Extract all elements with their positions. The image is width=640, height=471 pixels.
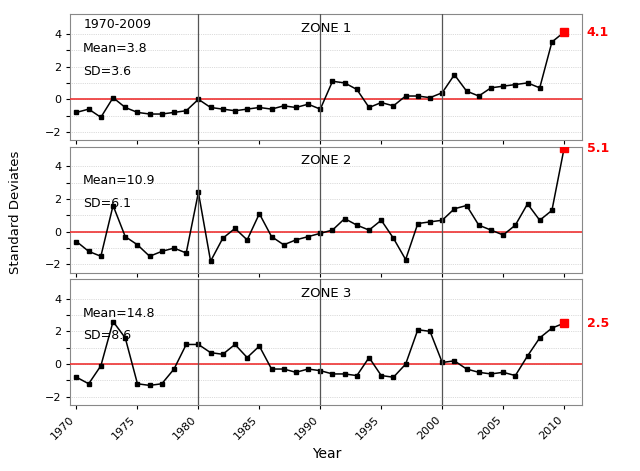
Text: 1970-2009: 1970-2009 <box>83 18 151 31</box>
Text: SD=8.6: SD=8.6 <box>83 329 131 342</box>
Text: ZONE 2: ZONE 2 <box>301 154 351 167</box>
Text: 2.5: 2.5 <box>587 317 609 330</box>
Text: Mean=14.8: Mean=14.8 <box>83 307 156 320</box>
Text: ZONE 1: ZONE 1 <box>301 22 351 35</box>
Text: SD=6.1: SD=6.1 <box>83 197 131 210</box>
Text: ZONE 3: ZONE 3 <box>301 286 351 300</box>
Text: Mean=10.9: Mean=10.9 <box>83 174 156 187</box>
Text: 5.1: 5.1 <box>587 142 609 154</box>
Text: Mean=3.8: Mean=3.8 <box>83 42 148 55</box>
Text: SD=3.6: SD=3.6 <box>83 65 131 78</box>
Text: Standard Deviates: Standard Deviates <box>10 150 22 274</box>
Text: 4.1: 4.1 <box>587 25 609 39</box>
X-axis label: Year: Year <box>312 447 341 461</box>
